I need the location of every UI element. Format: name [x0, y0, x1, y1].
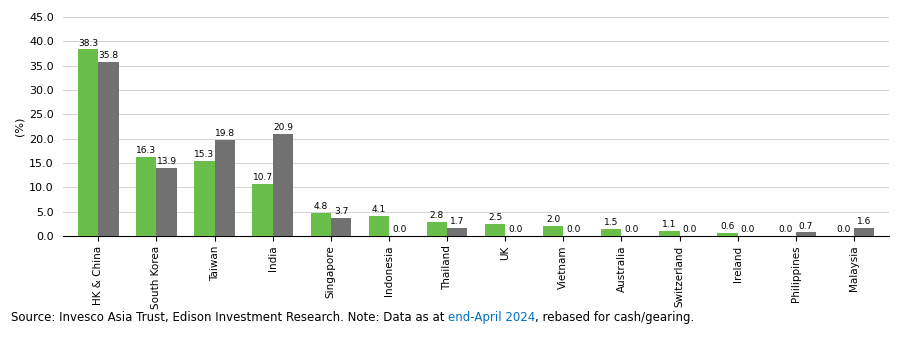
Text: 20.9: 20.9 [273, 123, 293, 132]
Text: 0.0: 0.0 [741, 225, 756, 234]
Bar [331, 218, 351, 236]
Text: 0.0: 0.0 [566, 225, 580, 234]
Bar [368, 216, 389, 236]
Text: 1.1: 1.1 [662, 220, 677, 228]
Text: 1.6: 1.6 [857, 217, 872, 226]
Text: 0.0: 0.0 [778, 225, 793, 234]
Text: 0.6: 0.6 [720, 222, 735, 231]
Bar [543, 226, 563, 236]
Text: 10.7: 10.7 [252, 173, 273, 182]
Text: Source: Invesco Asia Trust, Edison Investment Research. Note: Data as at: Source: Invesco Asia Trust, Edison Inves… [11, 311, 448, 324]
Y-axis label: (%): (%) [15, 117, 24, 136]
Text: 15.3: 15.3 [194, 151, 214, 159]
Bar [136, 157, 157, 236]
Bar [717, 233, 737, 236]
Bar [485, 224, 505, 236]
Text: 2.5: 2.5 [488, 213, 502, 222]
Bar [252, 184, 273, 236]
Text: end-April 2024: end-April 2024 [448, 311, 535, 324]
Text: 0.0: 0.0 [683, 225, 697, 234]
Text: 0.0: 0.0 [625, 225, 639, 234]
Bar [194, 161, 215, 236]
Text: 16.3: 16.3 [136, 146, 156, 155]
Text: 0.0: 0.0 [392, 225, 406, 234]
Bar [427, 222, 447, 236]
Text: 2.8: 2.8 [430, 211, 444, 220]
Bar [601, 228, 621, 236]
Bar [659, 231, 679, 236]
Bar [447, 227, 467, 236]
Bar [273, 134, 293, 236]
Text: 19.8: 19.8 [215, 129, 235, 137]
Text: 1.5: 1.5 [604, 218, 619, 227]
Bar [78, 50, 98, 236]
Bar [795, 233, 816, 236]
Text: 13.9: 13.9 [157, 157, 177, 166]
Text: 4.8: 4.8 [314, 202, 327, 211]
Bar [157, 168, 177, 236]
Text: , rebased for cash/gearing.: , rebased for cash/gearing. [535, 311, 695, 324]
Text: 4.1: 4.1 [372, 205, 386, 214]
Text: 35.8: 35.8 [99, 51, 119, 60]
Text: 0.0: 0.0 [508, 225, 522, 234]
Bar [98, 62, 119, 236]
Text: 0.7: 0.7 [799, 221, 814, 231]
Bar [215, 140, 235, 236]
Bar [854, 228, 874, 236]
Text: 1.7: 1.7 [450, 217, 464, 226]
Text: 0.0: 0.0 [836, 225, 851, 234]
Bar [310, 213, 331, 236]
Text: 38.3: 38.3 [78, 38, 98, 48]
Text: 3.7: 3.7 [334, 207, 348, 216]
Text: 2.0: 2.0 [546, 215, 561, 224]
